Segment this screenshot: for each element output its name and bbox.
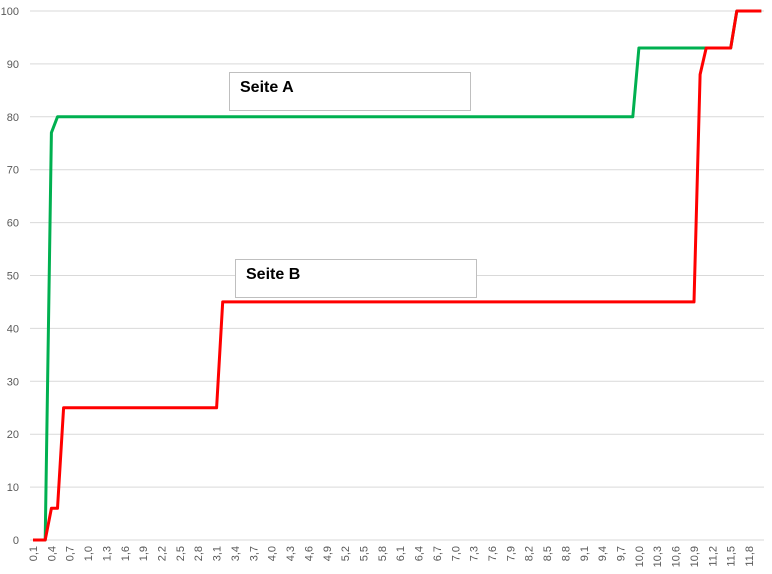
- series-line-seite-a: [33, 9, 762, 542]
- x-tick-label: 1,6: [120, 546, 132, 561]
- x-tick-label: 7,0: [450, 546, 462, 561]
- x-tick-label: 10,3: [652, 546, 664, 567]
- x-tick-label: 7,6: [487, 546, 499, 561]
- x-tick-label: 9,1: [579, 546, 591, 561]
- x-tick-label: 0,1: [28, 546, 40, 561]
- x-tick-label: 8,8: [560, 546, 572, 561]
- x-tick-label: 4,0: [267, 546, 279, 561]
- x-tick-label: 5,5: [358, 546, 370, 561]
- x-tick-label: 5,2: [340, 546, 352, 561]
- x-tick-label: 3,1: [212, 546, 224, 561]
- y-tick-label: 80: [7, 112, 19, 124]
- x-tick-label: 9,7: [616, 546, 628, 561]
- x-tick-label: 9,4: [597, 546, 609, 561]
- x-tick-label: 7,3: [469, 546, 481, 561]
- y-tick-label: 0: [13, 535, 19, 547]
- series-line-seite-b: [33, 9, 762, 542]
- x-tick-label: 10,0: [634, 546, 646, 567]
- x-tick-label: 11,5: [726, 546, 738, 567]
- x-tick-label: 2,8: [193, 546, 205, 561]
- x-tick-label: 1,9: [138, 546, 150, 561]
- y-tick-label: 50: [7, 271, 19, 283]
- x-tick-label: 2,2: [157, 546, 169, 561]
- annotation-seite-b: Seite B: [235, 259, 477, 298]
- x-tick-label: 3,4: [230, 546, 242, 561]
- x-tick-label: 7,9: [505, 546, 517, 561]
- x-tick-label: 4,6: [303, 546, 315, 561]
- x-tick-label: 8,2: [524, 546, 536, 561]
- annotation-seite-a: Seite A: [229, 72, 471, 111]
- x-tick-label: 0,7: [65, 546, 77, 561]
- x-tick-label: 10,9: [689, 546, 701, 567]
- x-tick-label: 0,4: [46, 546, 58, 561]
- x-tick-label: 4,9: [322, 546, 334, 561]
- y-tick-label: 30: [7, 376, 19, 388]
- y-tick-label: 40: [7, 323, 19, 335]
- y-tick-label: 10: [7, 482, 19, 494]
- x-tick-label: 1,3: [101, 546, 113, 561]
- x-tick-label: 11,8: [744, 546, 756, 567]
- x-tick-label: 6,4: [414, 546, 426, 561]
- x-tick-label: 4,3: [285, 546, 297, 561]
- x-tick-label: 6,7: [432, 546, 444, 561]
- y-tick-label: 70: [7, 165, 19, 177]
- x-tick-label: 8,5: [542, 546, 554, 561]
- x-tick-label: 1,0: [83, 546, 95, 561]
- y-tick-label: 90: [7, 59, 19, 71]
- x-tick-label: 10,6: [671, 546, 683, 567]
- x-tick-label: 11,2: [707, 546, 719, 567]
- x-tick-label: 3,7: [248, 546, 260, 561]
- y-tick-label: 20: [7, 429, 19, 441]
- y-tick-label: 60: [7, 218, 19, 230]
- y-tick-label: 100: [1, 6, 19, 18]
- x-tick-label: 2,5: [175, 546, 187, 561]
- x-tick-label: 5,8: [377, 546, 389, 561]
- x-tick-label: 6,1: [395, 546, 407, 561]
